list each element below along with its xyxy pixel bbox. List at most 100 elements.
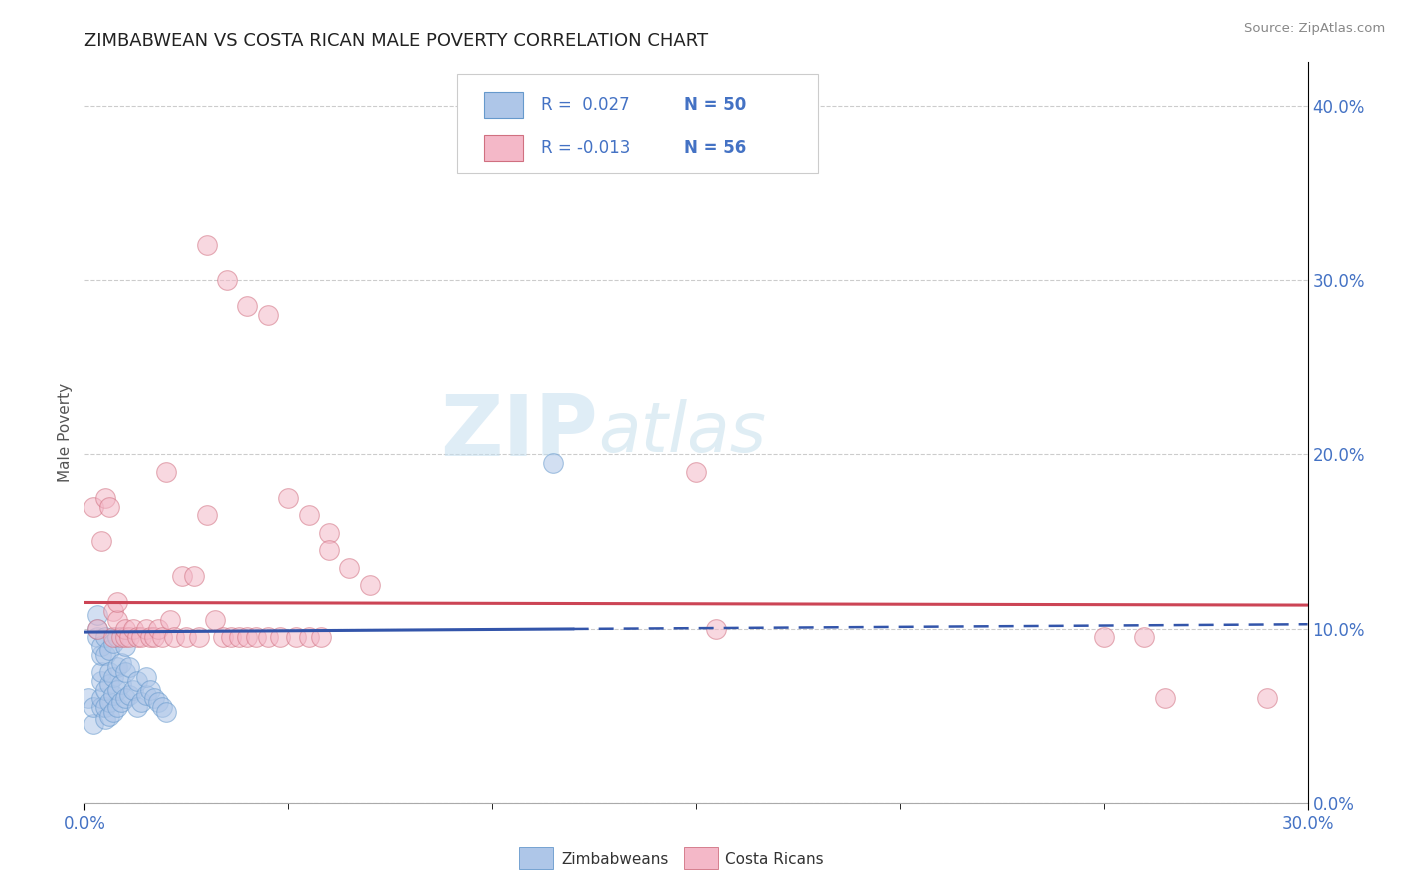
Point <box>146 622 169 636</box>
Point <box>204 613 226 627</box>
Point <box>77 691 100 706</box>
Point <box>155 465 177 479</box>
Point <box>174 630 197 644</box>
Point <box>105 682 128 697</box>
Point <box>93 648 115 662</box>
Point <box>135 622 157 636</box>
Bar <box>683 847 718 870</box>
Point <box>97 695 120 709</box>
Point <box>114 622 136 636</box>
Point <box>105 700 128 714</box>
Point <box>135 670 157 684</box>
Point <box>150 630 173 644</box>
Point <box>110 657 132 671</box>
Point <box>142 630 165 644</box>
Point <box>110 677 132 691</box>
Point <box>298 508 321 523</box>
Point <box>90 673 112 688</box>
Point <box>543 456 565 470</box>
Point <box>1256 691 1278 706</box>
Point <box>1154 691 1177 706</box>
Point <box>114 691 136 706</box>
Point <box>138 682 160 697</box>
Point <box>155 705 177 719</box>
Point <box>195 238 218 252</box>
Bar <box>484 92 523 118</box>
Text: ZIMBABWEAN VS COSTA RICAN MALE POVERTY CORRELATION CHART: ZIMBABWEAN VS COSTA RICAN MALE POVERTY C… <box>84 32 709 50</box>
Point <box>90 639 112 653</box>
Point <box>97 500 120 514</box>
Point <box>114 665 136 680</box>
Text: Zimbabweans: Zimbabweans <box>561 852 669 866</box>
Point <box>1133 630 1156 644</box>
Point <box>131 630 153 644</box>
Point <box>110 630 132 644</box>
Point <box>105 595 128 609</box>
Y-axis label: Male Poverty: Male Poverty <box>58 383 73 483</box>
Point <box>269 630 291 644</box>
Point <box>82 717 104 731</box>
Point <box>93 491 115 505</box>
Point <box>228 630 250 644</box>
Point <box>138 630 160 644</box>
Point <box>309 630 332 644</box>
Point <box>163 630 186 644</box>
Point <box>285 630 308 644</box>
Bar <box>519 847 553 870</box>
Point <box>245 630 267 644</box>
Text: N = 56: N = 56 <box>683 139 747 157</box>
Point <box>97 708 120 723</box>
Point <box>110 695 132 709</box>
Point <box>86 607 108 622</box>
Point <box>277 491 299 505</box>
Text: N = 50: N = 50 <box>683 96 747 114</box>
Point <box>97 677 120 691</box>
Point <box>359 578 381 592</box>
Point <box>127 630 149 644</box>
Point <box>146 695 169 709</box>
Point <box>195 508 218 523</box>
Point <box>118 630 141 644</box>
Point <box>257 308 280 322</box>
Point <box>118 688 141 702</box>
Point <box>236 630 259 644</box>
Point <box>97 665 120 680</box>
Bar <box>484 135 523 161</box>
Point <box>93 682 115 697</box>
Point <box>101 670 124 684</box>
Point <box>127 700 149 714</box>
Point <box>101 705 124 719</box>
Point <box>122 682 145 697</box>
Point <box>318 525 340 540</box>
Point <box>318 543 340 558</box>
Point <box>90 665 112 680</box>
Point <box>236 299 259 313</box>
Point <box>105 630 128 644</box>
Point <box>1092 630 1115 644</box>
Point <box>114 639 136 653</box>
Point <box>105 613 128 627</box>
Text: ZIP: ZIP <box>440 391 598 475</box>
Point <box>339 560 361 574</box>
Point <box>105 660 128 674</box>
Text: R = -0.013: R = -0.013 <box>541 139 630 157</box>
Point <box>101 688 124 702</box>
Point <box>131 695 153 709</box>
Text: R =  0.027: R = 0.027 <box>541 96 630 114</box>
Point <box>101 635 124 649</box>
Point <box>101 630 124 644</box>
Point <box>159 613 181 627</box>
FancyBboxPatch shape <box>457 73 818 173</box>
Point <box>93 700 115 714</box>
Point <box>82 700 104 714</box>
Point <box>217 273 239 287</box>
Point <box>187 630 209 644</box>
Point <box>172 569 194 583</box>
Point <box>90 700 112 714</box>
Point <box>101 604 124 618</box>
Text: atlas: atlas <box>598 399 766 467</box>
Point <box>150 700 173 714</box>
Point <box>219 630 242 644</box>
Point <box>90 691 112 706</box>
Point <box>90 534 112 549</box>
